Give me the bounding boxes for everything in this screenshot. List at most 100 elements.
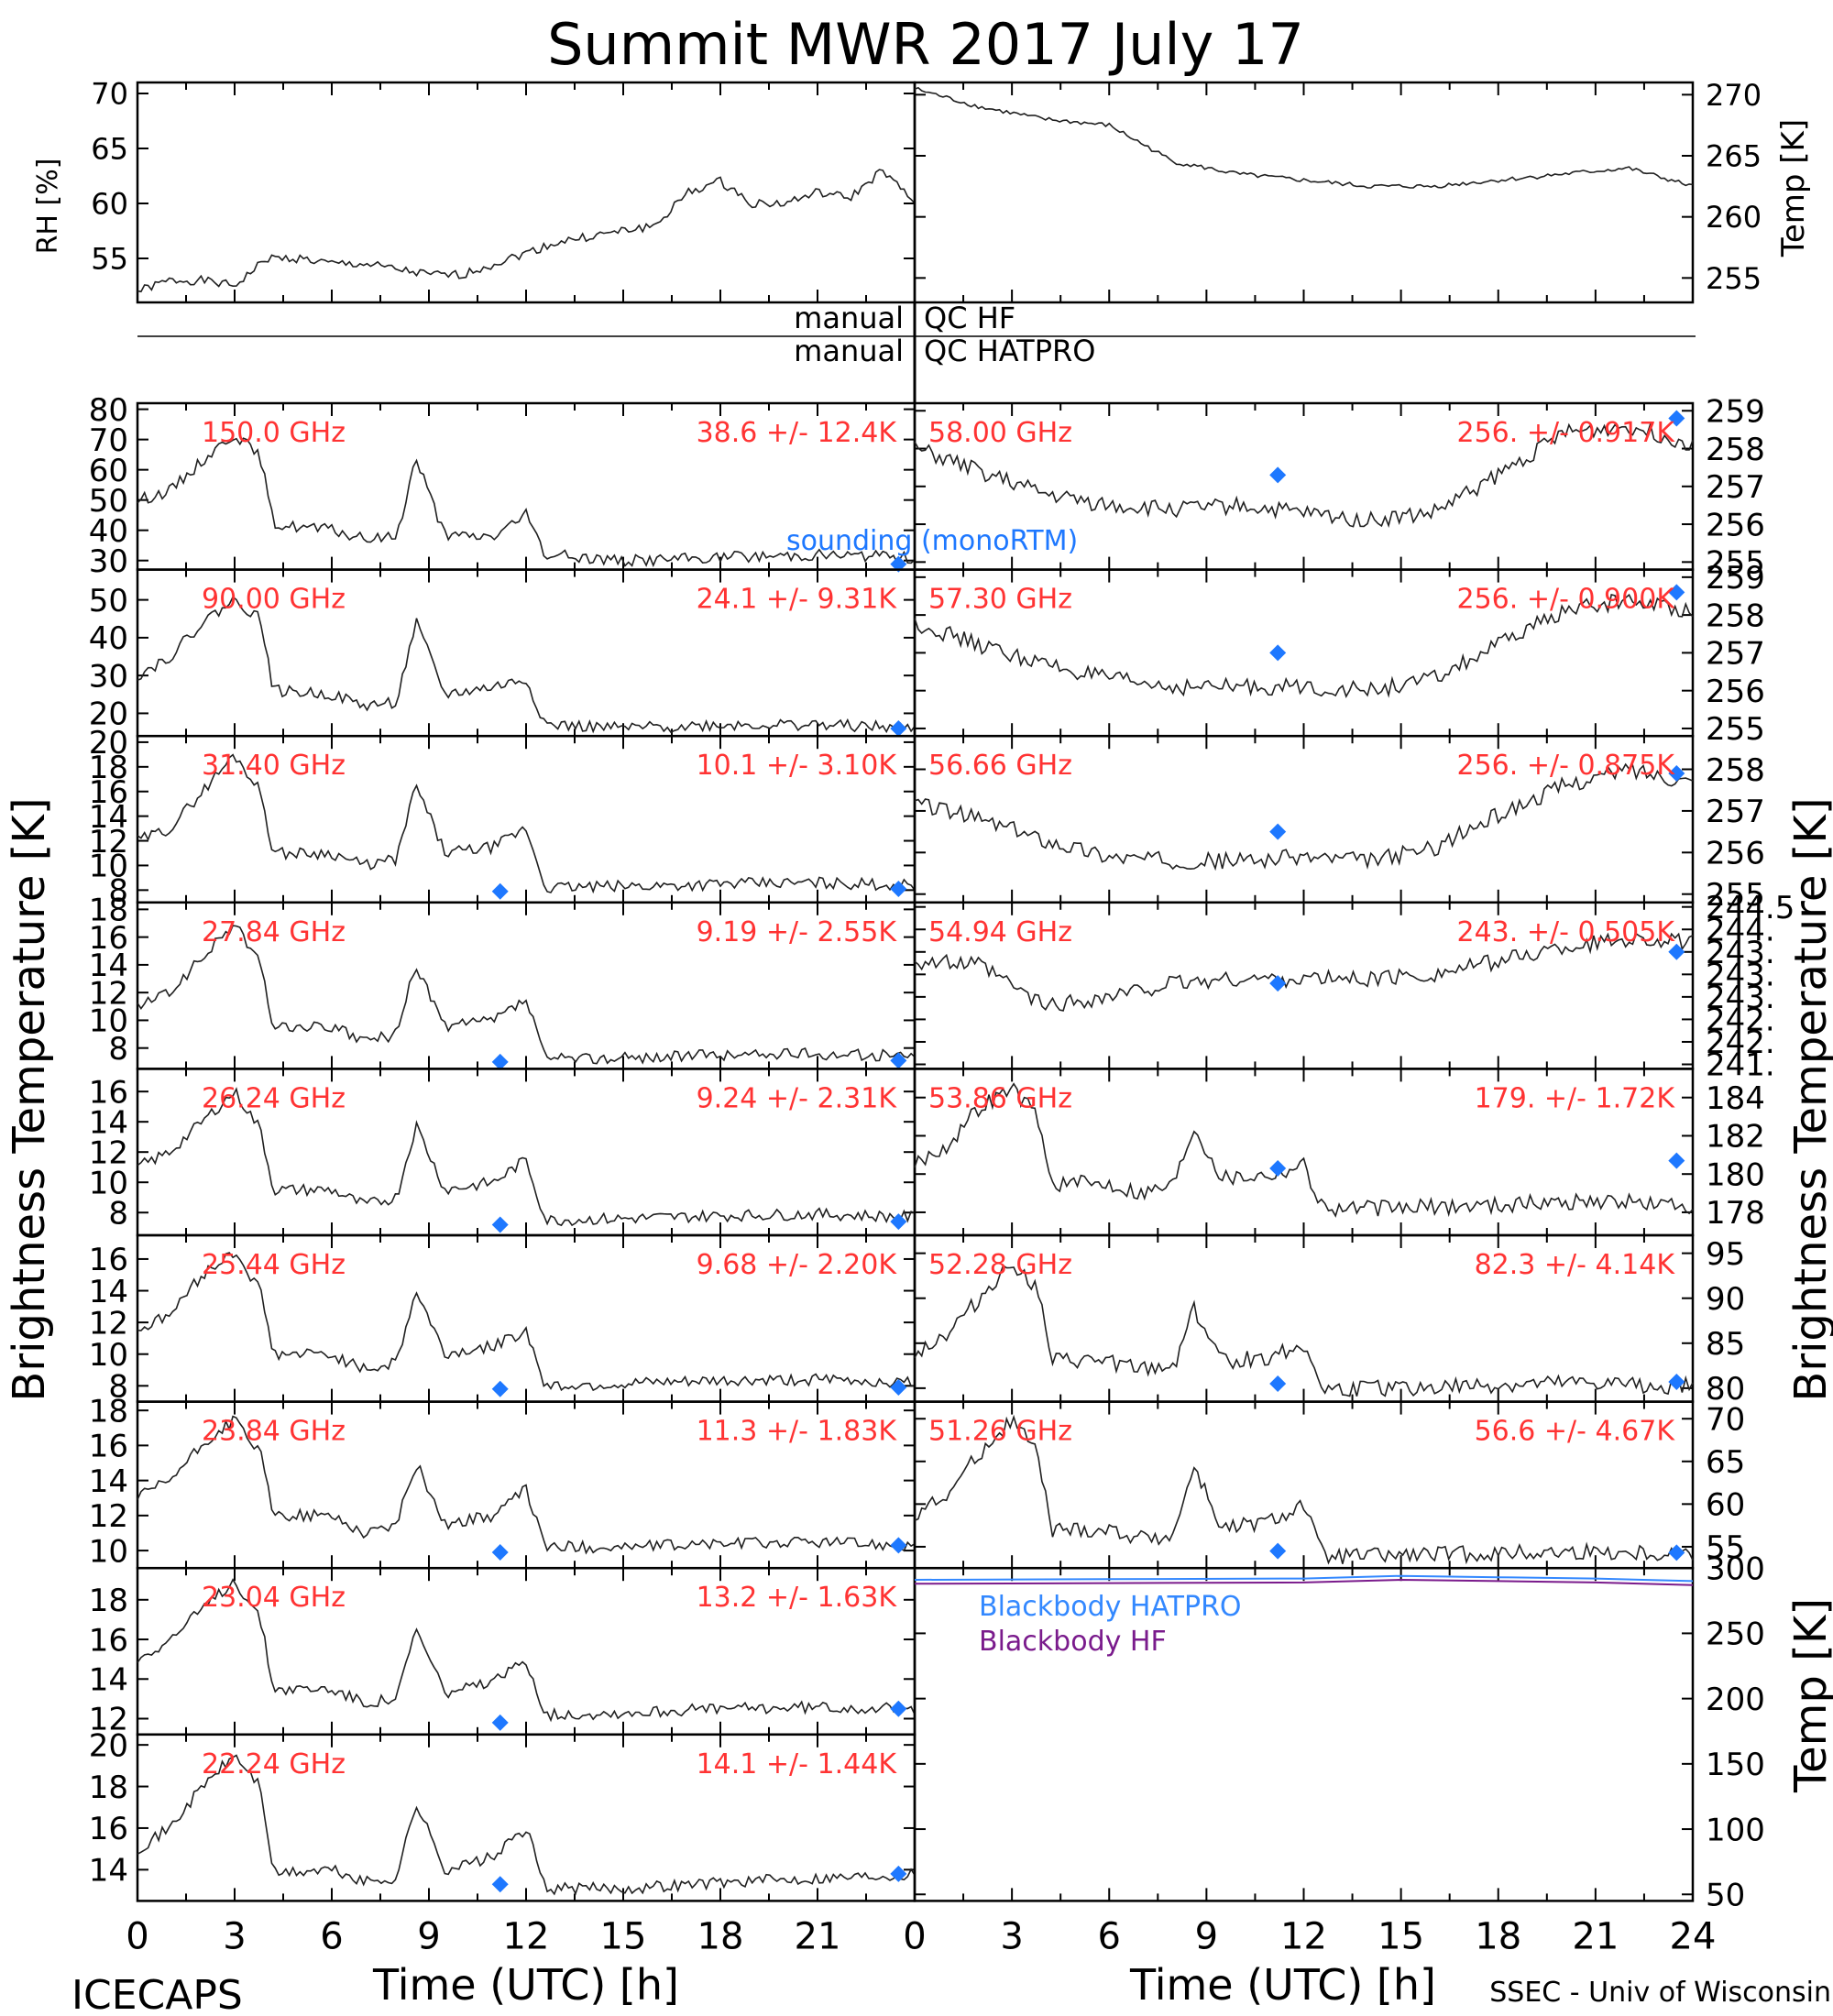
ch_2304-ytick-label: 18 [89,1583,128,1619]
ch_2224-sounding-marker [890,1865,907,1882]
ch_5386-sounding-marker [1668,1152,1685,1169]
ch_2784-ytick-label: 18 [89,893,128,929]
ch_5800-sounding-marker [1668,410,1685,427]
ch_5126-ytick-label: 60 [1706,1487,1745,1524]
temp-ytick-label: 270 [1706,78,1762,113]
ch_2544-sounding-marker [890,1379,907,1397]
ch_5494-ytick-label: 242. [1706,1024,1775,1061]
blackbody-ytick-label: 100 [1706,1812,1765,1848]
ch_5494-ytick-label: 243. [1706,980,1775,1016]
ch_5386-ytick-label: 180 [1706,1156,1765,1193]
ch_2624-series-line [137,1087,916,1227]
ch_150-series-line [137,437,916,568]
temp-ytick-label: 260 [1706,200,1762,235]
ch_2624-ytick-label: 14 [89,1104,128,1141]
ch_5730-sounding-marker [1668,584,1685,601]
ch_2224-sounding-marker [491,1876,509,1893]
x-tick-label-right: 24 [1670,1915,1717,1957]
ch_2624-ytick-label: 10 [89,1165,128,1201]
ch_3140-ytick-label: 20 [89,725,128,761]
ch_5228-frequency-label: 52.28 GHz [928,1249,1072,1281]
ch_5126-sounding-marker [1269,1542,1287,1560]
ch_2784-series-line [137,925,916,1065]
ch_2224-ytick-label: 20 [89,1727,128,1764]
ch_5494-ytick-label: 242. [1706,1003,1775,1039]
ch_2384-stats-label: 11.3 +/- 1.83K [697,1416,898,1448]
ch_90-ytick-label: 50 [89,583,128,619]
ch_5494-sounding-marker [1269,975,1287,992]
ch_5386-frequency-label: 53.86 GHz [928,1082,1072,1114]
x-tick-label-right: 18 [1475,1915,1521,1957]
ch_5730-ytick-label: 259 [1706,560,1765,597]
ch_2544-series-line [137,1252,916,1392]
ch_2544-frequency-label: 25.44 GHz [202,1249,346,1281]
x-axis-label-left: Time (UTC) [h] [372,1960,679,2010]
ch_150-stats-label: 38.6 +/- 12.4K [697,417,898,449]
x-tick-label-left: 15 [600,1915,647,1957]
ch_3140-sounding-marker [491,882,509,900]
ch_2384-sounding-marker [491,1543,509,1561]
ch_5126-ytick-label: 55 [1706,1529,1745,1566]
ch_5386-series-line [914,1082,1694,1218]
ch_5126-series-line [914,1414,1694,1565]
x-tick-label-left: 21 [795,1915,841,1957]
ch_2384-frequency-label: 23.84 GHz [202,1416,346,1448]
ch_5228-ytick-label: 80 [1706,1371,1745,1408]
ch_150-ytick-label: 80 [89,392,128,429]
ch_5494-sounding-marker [1668,943,1685,960]
ch_5228-sounding-marker [1668,1374,1685,1391]
ch_5666-series-line [914,762,1694,871]
ch_5800-ytick-label: 255 [1706,545,1765,582]
qc-row1-right: QC HF [924,301,1015,335]
ch_2384-ytick-label: 16 [89,1429,128,1465]
ch_5494-ytick-label: 243. [1706,958,1775,994]
ch_5228-series-line [914,1264,1694,1397]
ch_5730-sounding-marker [1269,644,1287,662]
ch_2544-ytick-label: 12 [89,1305,128,1342]
ch_2544-ytick-label: 16 [89,1242,128,1278]
ch_2784-frequency-label: 27.84 GHz [202,916,346,948]
ch_2544-ytick-label: 10 [89,1337,128,1374]
qc-row1-left: manual [794,301,904,335]
ch_2784-sounding-marker [491,1053,509,1070]
ch_5800-frequency-label: 58.00 GHz [928,417,1072,449]
blackbody-ytick-label: 300 [1706,1550,1765,1587]
ch_5494-ytick-label: 244.5 [1706,890,1795,926]
ch_5666-frequency-label: 56.66 GHz [928,750,1072,782]
ch_5126-ytick-label: 70 [1706,1401,1745,1438]
ch_150-ytick-label: 40 [89,513,128,550]
x-tick-label-right: 15 [1377,1915,1424,1957]
ch_5126-frequency-label: 51.26 GHz [928,1416,1072,1448]
ch_2784-ytick-label: 14 [89,948,128,984]
x-tick-label-left: 0 [126,1915,148,1957]
x-tick-label-right: 12 [1280,1915,1327,1957]
right-y-axis-title: Brightness Temperature [K] [1785,797,1833,1401]
ch_5228-ytick-label: 95 [1706,1236,1745,1273]
ch_2224-frequency-label: 22.24 GHz [202,1748,346,1780]
figure-title: Summit MWR 2017 July 17 [547,11,1304,78]
ch_2544-sounding-marker [491,1380,509,1397]
ch_2304-sounding-marker [890,1700,907,1717]
ch_5228-sounding-marker [1269,1375,1287,1392]
temp-ytick-label: 265 [1706,139,1762,174]
blackbody-series-line [914,1578,1694,1586]
ch_2384-ytick-label: 10 [89,1533,128,1570]
ch_5730-ytick-label: 258 [1706,597,1765,634]
ch_5730-series-line [914,593,1694,698]
ch_5386-ytick-label: 178 [1706,1195,1765,1232]
ch_3140-ytick-label: 16 [89,774,128,811]
ch_2384-ytick-label: 18 [89,1393,128,1430]
ch_5730-ytick-label: 257 [1706,636,1765,673]
ch_5800-stats-label: 256. +/- 0.917K [1457,417,1676,449]
ch_2784-stats-label: 9.19 +/- 2.55K [697,916,898,948]
ch_2224-ytick-label: 14 [89,1853,128,1890]
ch_5800-ytick-label: 259 [1706,393,1765,430]
ch_90-sounding-marker [890,719,907,737]
ch_2624-stats-label: 9.24 +/- 2.31K [697,1082,898,1114]
ch_5126-ytick-label: 65 [1706,1444,1745,1481]
ch_5666-ytick-label: 256 [1706,836,1765,872]
blackbody-ytick-label: 250 [1706,1616,1765,1653]
footer-left-label: ICECAPS [71,1972,243,2016]
